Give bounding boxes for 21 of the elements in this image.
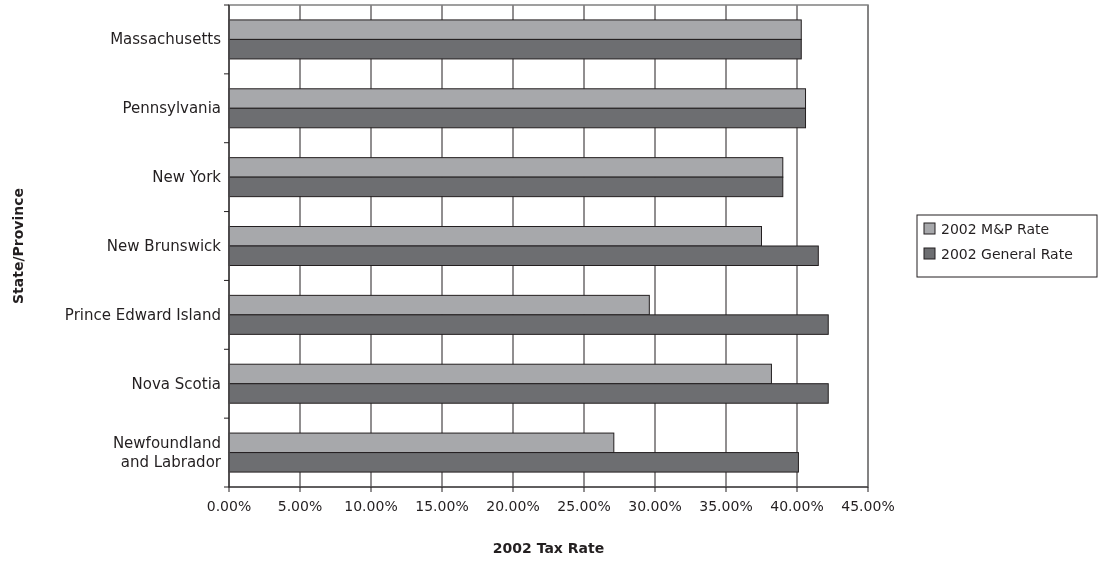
- y-tick-label: New Brunswick: [106, 237, 222, 255]
- x-tick-label: 35.00%: [699, 498, 753, 514]
- x-tick-label: 15.00%: [415, 498, 469, 514]
- x-axis-title: 2002 Tax Rate: [492, 540, 605, 556]
- y-tick-label: New York: [152, 168, 222, 187]
- x-tick-label: 40.00%: [770, 498, 824, 514]
- y-tick-label: Pennsylvania: [122, 99, 221, 118]
- y-tick-label: Newfoundland and Labrador: [112, 434, 222, 472]
- x-tick-label: 5.00%: [277, 498, 323, 514]
- legend-label: 2002 M&P Rate: [941, 221, 1050, 237]
- x-tick-label: 25.00%: [557, 498, 611, 514]
- x-tick-label: 0.00%: [206, 498, 252, 514]
- y-tick-label: Nova Scotia: [131, 374, 221, 393]
- y-tick-label: Massachusetts: [110, 30, 222, 49]
- x-tick-label: 30.00%: [628, 498, 682, 514]
- legend-label: 2002 General Rate: [941, 246, 1073, 262]
- x-tick-label: 10.00%: [344, 498, 398, 514]
- y-tick-label: Prince Edward Island: [64, 305, 221, 324]
- y-axis-title: State/Province: [10, 188, 26, 304]
- x-tick-label: 45.00%: [841, 498, 895, 514]
- x-tick-label: 20.00%: [486, 498, 540, 514]
